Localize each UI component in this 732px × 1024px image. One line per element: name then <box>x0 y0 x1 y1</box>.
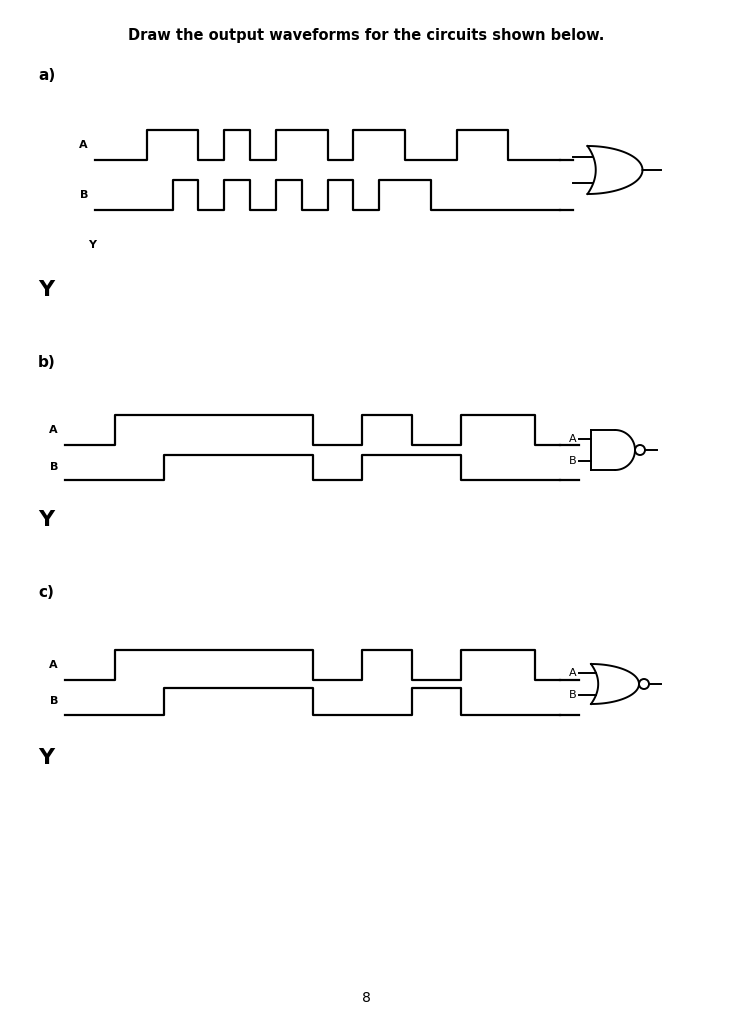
Text: Y: Y <box>38 748 54 768</box>
Text: B: B <box>50 463 58 472</box>
Text: Draw the output waveforms for the circuits shown below.: Draw the output waveforms for the circui… <box>128 28 604 43</box>
Text: A: A <box>79 140 88 150</box>
Text: 8: 8 <box>362 991 370 1005</box>
Text: A: A <box>569 434 577 444</box>
Text: B: B <box>50 696 58 707</box>
Text: c): c) <box>38 585 54 600</box>
Text: B: B <box>569 456 577 466</box>
Text: Y: Y <box>38 280 54 300</box>
Text: b): b) <box>38 355 56 370</box>
Text: a): a) <box>38 68 55 83</box>
Text: A: A <box>49 660 58 670</box>
Text: A: A <box>569 669 577 678</box>
Text: Y: Y <box>88 240 96 250</box>
Text: B: B <box>80 190 88 200</box>
Text: A: A <box>49 425 58 435</box>
Text: B: B <box>569 690 577 699</box>
Text: Y: Y <box>38 510 54 530</box>
